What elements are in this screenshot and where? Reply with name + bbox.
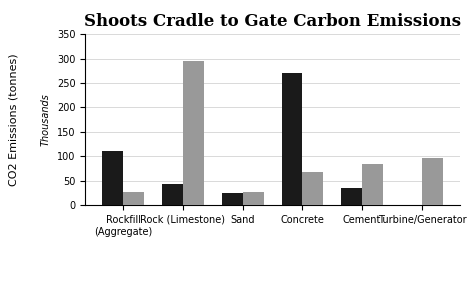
- Y-axis label: CO2 Emissions (tonnes): CO2 Emissions (tonnes): [8, 53, 18, 186]
- Bar: [162, 184, 183, 205]
- Bar: [362, 164, 383, 205]
- Text: Thousands: Thousands: [41, 93, 51, 146]
- Bar: [102, 151, 123, 205]
- Bar: [422, 158, 443, 205]
- Bar: [243, 192, 264, 205]
- Title: Shoots Cradle to Gate Carbon Emissions: Shoots Cradle to Gate Carbon Emissions: [84, 13, 461, 30]
- Bar: [341, 188, 362, 205]
- Bar: [123, 192, 144, 205]
- Bar: [282, 73, 302, 205]
- Bar: [302, 172, 323, 205]
- Bar: [222, 193, 243, 205]
- Bar: [183, 61, 204, 205]
